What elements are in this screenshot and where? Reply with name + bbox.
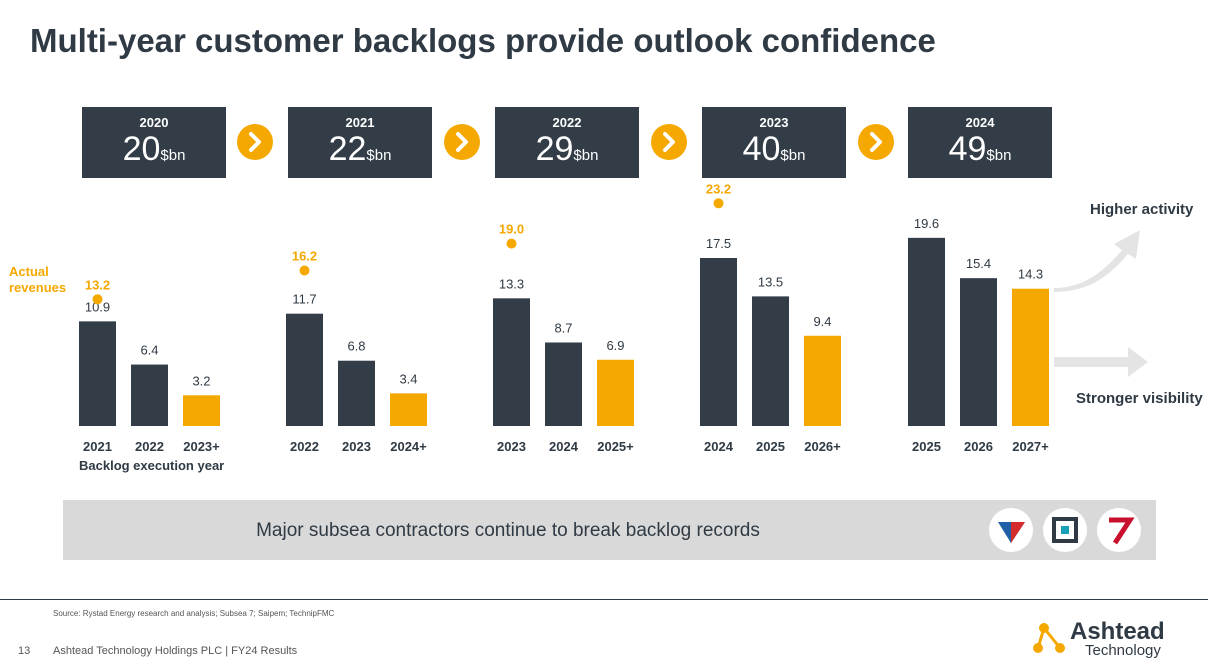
tick-label: 2022: [290, 439, 319, 454]
backlog-unit: $bn: [986, 147, 1012, 164]
backlog-bar-charts: 10.9 2021 6.4 2022 3.2 2023+ 13.2 11.7 2022 6.8 20…: [79, 181, 1148, 454]
chevron-right-icon: [858, 124, 894, 160]
backlog-value: 29: [535, 130, 574, 168]
backlog-box-2021: 2021 22$bn: [288, 107, 432, 178]
backlog-value: 40: [742, 130, 781, 168]
backlog-box-2023: 2023 40$bn: [702, 107, 846, 178]
bar: [908, 237, 945, 426]
actual-revenue-point: [506, 238, 517, 249]
bar: [183, 395, 220, 426]
brand-name: Ashtead: [1070, 618, 1165, 645]
page-number: 13: [18, 645, 31, 657]
actual-revenue-point: [299, 265, 310, 276]
backlog-unit: $bn: [780, 147, 806, 164]
actual-revenue-label: 23.2: [706, 181, 731, 196]
bar: [545, 342, 582, 426]
chevron-right-icon: [444, 124, 480, 160]
tick-label: 2023: [342, 439, 371, 454]
tick-label: 2023: [497, 439, 526, 454]
data-label: 13.3: [499, 276, 524, 291]
backlog-value: 22: [328, 130, 367, 168]
bar: [752, 296, 789, 426]
tick-label: 2024: [704, 439, 734, 454]
bar: [79, 321, 116, 426]
backlog-unit: $bn: [573, 147, 599, 164]
tick-label: 2025+: [597, 439, 634, 454]
footer-divider: [0, 599, 1208, 600]
actual-revenue-point: [713, 198, 724, 209]
ashtead-logo-icon: [1033, 623, 1065, 653]
tick-label: 2023+: [183, 439, 220, 454]
data-label: 19.6: [914, 216, 939, 231]
backlog-box-2024: 2024 49$bn: [908, 107, 1052, 178]
tick-label: 2027+: [1012, 439, 1049, 454]
data-label: 6.8: [347, 339, 365, 354]
bar: [338, 360, 375, 426]
tick-label: 2024: [549, 439, 579, 454]
backlog-year: 2023: [759, 115, 789, 130]
banner-text: Major subsea contractors continue to bre…: [256, 520, 760, 541]
chevron-right-icon: [237, 124, 273, 160]
brand-sub: Technology: [1085, 642, 1161, 659]
backlog-unit: $bn: [160, 147, 186, 164]
tick-label: 2026: [964, 439, 993, 454]
backlog-year: 2021: [345, 115, 375, 130]
tick-label: 2026+: [804, 439, 841, 454]
tick-label: 2022: [135, 439, 164, 454]
source-note: Source: Rystad Energy research and analy…: [53, 609, 335, 618]
footer-text: Ashtead Technology Holdings PLC | FY24 R…: [53, 645, 298, 657]
backlog-box-2022: 2022 29$bn: [495, 107, 639, 178]
bar: [131, 364, 168, 426]
data-label: 9.4: [813, 314, 831, 329]
backlog-year: 2022: [552, 115, 582, 130]
bar: [286, 313, 323, 426]
tick-label: 2024+: [390, 439, 427, 454]
data-label: 11.7: [292, 292, 316, 307]
data-label: 10.9: [85, 299, 110, 314]
data-label: 17.5: [706, 236, 731, 251]
data-label: 15.4: [966, 256, 991, 271]
higher-activity-arrow-icon: [1054, 230, 1140, 292]
bar: [493, 298, 530, 426]
backlog-year: 2020: [139, 115, 169, 130]
data-label: 8.7: [554, 320, 572, 335]
actual-revenues-label: Actual revenues: [9, 264, 67, 295]
backlog-unit: $bn: [366, 147, 392, 164]
stronger-visibility-label: Stronger visibility: [1076, 390, 1203, 407]
higher-activity-label: Higher activity: [1090, 201, 1194, 218]
data-label: 3.4: [399, 371, 417, 386]
execution-year-label: Backlog execution year: [79, 458, 225, 473]
technipfmc-logo-icon: [989, 508, 1033, 552]
backlog-year: 2024: [965, 115, 995, 130]
actual-revenue-point: [92, 294, 103, 305]
backlog-box-2020: 2020 20$bn: [82, 107, 226, 178]
ashtead-logo: Ashtead Technology: [1030, 618, 1190, 660]
stronger-visibility-arrow-icon: [1054, 347, 1148, 377]
data-label: 14.3: [1018, 267, 1043, 282]
actual-revenue-label: 19.0: [499, 222, 524, 237]
page-title: Multi-year customer backlogs provide out…: [30, 22, 936, 59]
data-label: 3.2: [192, 373, 210, 388]
tick-label: 2025: [756, 439, 785, 454]
bar: [390, 393, 427, 426]
subsea7-logo-icon: [1097, 508, 1141, 552]
bar: [700, 258, 737, 426]
bar: [1012, 288, 1049, 426]
actual-revenue-label: 16.2: [292, 248, 317, 263]
bar: [804, 335, 841, 426]
data-label: 6.9: [606, 338, 624, 353]
data-label: 13.5: [758, 274, 783, 289]
banner: Major subsea contractors continue to bre…: [63, 500, 1156, 560]
chevron-right-icon: [651, 124, 687, 160]
backlog-value: 49: [948, 130, 987, 168]
backlog-value: 20: [122, 130, 161, 168]
saipem-logo-icon: [1043, 508, 1087, 552]
tick-label: 2025: [912, 439, 941, 454]
bar: [960, 278, 997, 426]
tick-label: 2021: [83, 439, 112, 454]
data-label: 6.4: [140, 343, 158, 358]
bar: [597, 359, 634, 426]
actual-revenue-label: 13.2: [85, 277, 110, 292]
